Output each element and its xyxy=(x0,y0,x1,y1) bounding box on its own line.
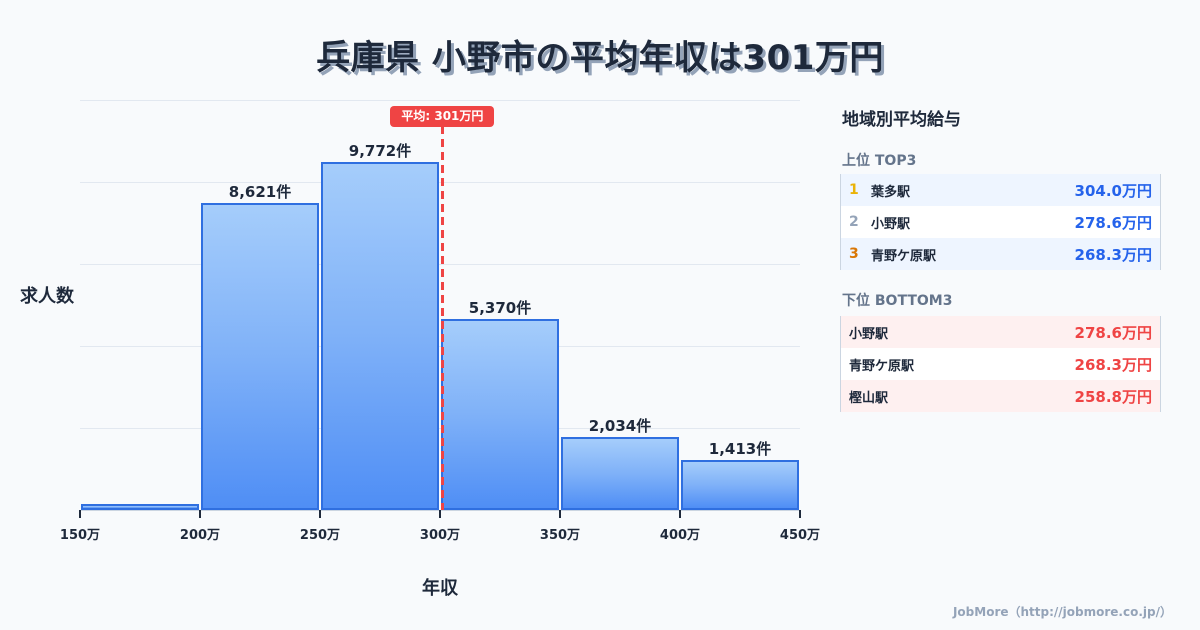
list-item: 2 小野駅 278.6万円 xyxy=(841,206,1160,238)
list-item: 小野駅 278.6万円 xyxy=(841,316,1160,348)
x-tick xyxy=(439,510,441,518)
salary-value: 258.8万円 xyxy=(1074,387,1152,406)
rank-number: 2 xyxy=(849,214,859,230)
x-tick xyxy=(199,510,201,518)
gridline xyxy=(80,428,800,429)
x-tick-label: 150万 xyxy=(59,528,101,543)
top3-label: 上位 TOP3 xyxy=(842,153,917,169)
salary-value: 268.3万円 xyxy=(1074,245,1152,264)
station-name: 小野駅 xyxy=(871,216,911,232)
gridline xyxy=(80,100,800,101)
top3-card: 1 葉多駅 304.0万円 2 小野駅 278.6万円 3 青野ケ原駅 268.… xyxy=(840,174,1161,270)
station-name: 小野駅 xyxy=(849,326,889,342)
page-title: 兵庫県 小野市の平均年収は301万円 xyxy=(316,38,884,78)
x-tick-label: 300万 xyxy=(419,528,461,543)
bar-value-label: 1,413件 xyxy=(708,439,772,458)
bar-value-label: 8,621件 xyxy=(228,182,292,201)
gridline xyxy=(80,346,800,347)
x-tick-label: 450万 xyxy=(779,528,821,543)
x-tick-label: 350万 xyxy=(539,528,581,543)
station-name: 樫山駅 xyxy=(849,390,889,406)
footer-credit: JobMore（http://jobmore.co.jp/） xyxy=(952,605,1172,619)
x-tick-label: 250万 xyxy=(299,528,341,543)
panel-title: 地域別平均給与 xyxy=(842,110,961,130)
salary-value: 278.6万円 xyxy=(1074,323,1152,342)
bar-value-label: 2,034件 xyxy=(588,417,652,436)
rank-number: 3 xyxy=(849,246,859,262)
x-axis-title: 年収 xyxy=(422,578,458,599)
list-item: 青野ケ原駅 268.3万円 xyxy=(841,348,1160,380)
list-item: 1 葉多駅 304.0万円 xyxy=(841,174,1160,206)
mean-line xyxy=(441,126,445,510)
y-axis-title: 求人数 xyxy=(20,286,74,307)
bottom3-card: 小野駅 278.6万円 青野ケ原駅 268.3万円 樫山駅 258.8万円 xyxy=(840,316,1161,412)
salary-value: 304.0万円 xyxy=(1074,181,1152,200)
histogram-chart: 8,621件 9,772件 5,370件 2,034件 1,413件 150万 200万 2… xyxy=(20,100,821,599)
histogram-bar xyxy=(201,202,319,510)
histogram-bar xyxy=(681,459,799,510)
histogram-bar xyxy=(441,318,559,510)
x-tick xyxy=(799,510,801,518)
histogram-bar xyxy=(561,437,679,510)
salary-value: 268.3万円 xyxy=(1074,355,1152,374)
station-name: 青野ケ原駅 xyxy=(871,248,937,264)
histogram-bar xyxy=(81,503,199,510)
rank-number: 1 xyxy=(849,182,859,198)
bar-value-label: 9,772件 xyxy=(348,141,412,160)
mean-badge: 平均: 301万円 xyxy=(390,106,495,127)
list-item: 樫山駅 258.8万円 xyxy=(841,380,1160,412)
gridline xyxy=(80,264,800,265)
bar-value-label: 5,370件 xyxy=(468,298,532,317)
x-tick xyxy=(319,510,321,518)
station-name: 葉多駅 xyxy=(871,184,911,200)
list-item: 3 青野ケ原駅 268.3万円 xyxy=(841,238,1160,270)
bottom3-label: 下位 BOTTOM3 xyxy=(842,293,953,309)
x-tick xyxy=(559,510,561,518)
histogram-bar xyxy=(321,161,439,510)
station-name: 青野ケ原駅 xyxy=(849,358,915,374)
gridline xyxy=(80,182,800,183)
salary-value: 278.6万円 xyxy=(1074,213,1152,232)
x-tick xyxy=(79,510,81,518)
x-tick-label: 200万 xyxy=(179,528,221,543)
x-tick xyxy=(679,510,681,518)
x-tick-label: 400万 xyxy=(659,528,701,543)
